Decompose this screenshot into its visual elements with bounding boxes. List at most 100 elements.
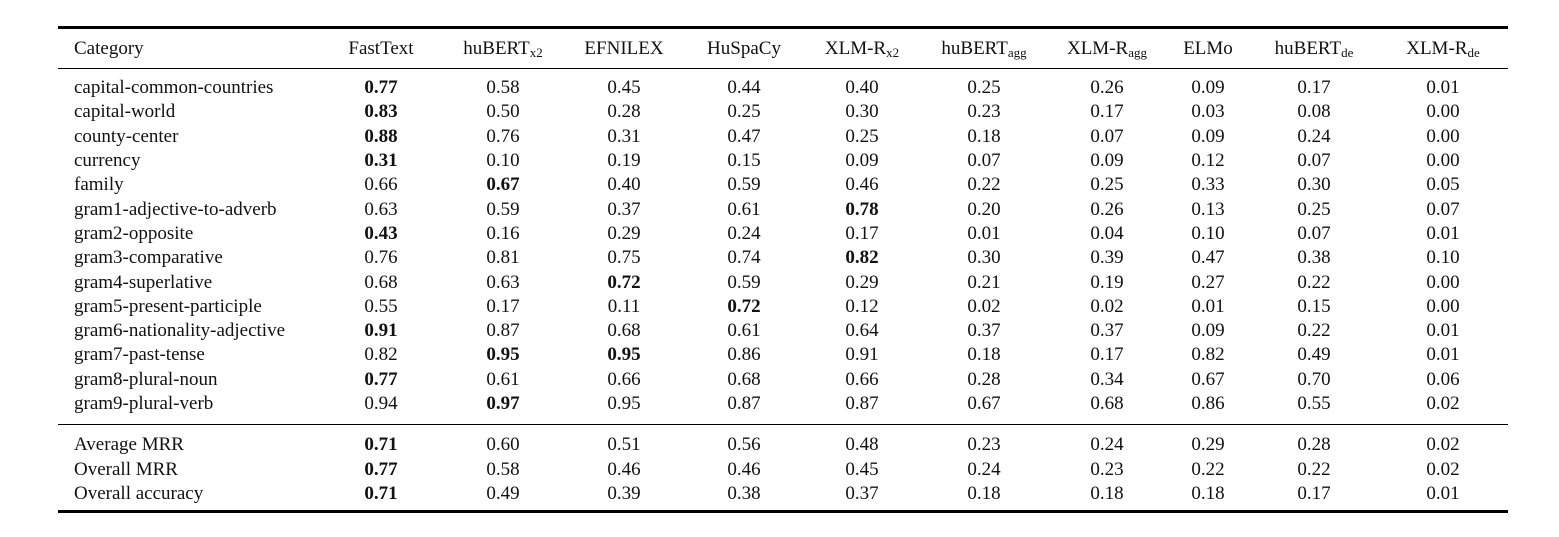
- column-header-label: XLM-R: [824, 37, 887, 59]
- category-cell: gram7-past-tense: [74, 344, 205, 366]
- value-cell: 0.86: [1191, 393, 1225, 414]
- table-row-gram7-past-tense: gram7-past-tense 0.82 0.95 0.95 0.86 0.91 0.18…: [58, 343, 1508, 367]
- column-header-subscript: x2: [886, 44, 900, 60]
- value-cell: 0.10: [486, 150, 520, 172]
- value-cell: 0.40: [845, 77, 879, 99]
- value-cell: 0.61: [486, 368, 520, 390]
- value-cell: 0.59: [486, 198, 520, 220]
- column-header-label: FastText: [348, 37, 414, 59]
- category-cell: capital-world: [74, 101, 176, 123]
- value-cell: 0.17: [1090, 344, 1124, 366]
- value-cell: 0.64: [845, 320, 879, 342]
- value-cell: 0.75: [607, 247, 641, 269]
- value-cell: 0.68: [607, 320, 641, 342]
- value-cell: 0.00: [1426, 295, 1460, 317]
- value-cell: 0.86: [727, 344, 761, 366]
- value-cell: 0.23: [1090, 458, 1124, 480]
- value-cell: 0.25: [727, 101, 761, 123]
- value-cell: 0.77: [364, 458, 398, 480]
- category-cell: gram4-superlative: [74, 271, 213, 293]
- column-header-subscript: de: [1467, 44, 1480, 60]
- table-row-capital-world: capital-world 0.83 0.50 0.28 0.25 0.30 0.23 0.1…: [58, 100, 1508, 124]
- value-cell: 0.09: [1191, 320, 1225, 342]
- results-table: Category FastText huBERTx2 EFNILEX HuSpaCy XL…: [58, 26, 1508, 513]
- column-header-subscript: de: [1341, 44, 1354, 60]
- value-cell: 0.27: [1191, 271, 1225, 293]
- value-cell: 0.59: [727, 271, 761, 293]
- value-cell: 0.95: [607, 393, 641, 414]
- value-cell: 0.47: [727, 125, 761, 147]
- value-cell: 0.61: [727, 198, 761, 220]
- value-cell: 0.74: [727, 247, 761, 269]
- value-cell: 0.20: [967, 198, 1001, 220]
- value-cell: 0.00: [1426, 150, 1460, 172]
- value-cell: 0.82: [364, 344, 398, 366]
- table-row-gram5-present-participle: gram5-present-participle 0.55 0.17 0.11 0.72…: [58, 295, 1508, 319]
- category-cell: capital-common-countries: [74, 77, 274, 99]
- value-cell: 0.01: [1426, 320, 1460, 342]
- table-row-gram8-plural-noun: gram8-plural-noun 0.77 0.61 0.66 0.68 0.66 0.2…: [58, 368, 1508, 392]
- value-cell: 0.16: [486, 222, 520, 244]
- value-cell: 0.17: [1090, 101, 1124, 123]
- value-cell: 0.19: [607, 150, 641, 172]
- value-cell: 0.82: [845, 247, 879, 269]
- value-cell: 0.12: [1191, 150, 1225, 172]
- value-cell: 0.18: [967, 125, 1001, 147]
- value-cell: 0.66: [845, 368, 879, 390]
- value-cell: 0.08: [1297, 101, 1331, 123]
- value-cell: 0.37: [967, 320, 1001, 342]
- column-header-label: huBERT: [463, 37, 530, 59]
- value-cell: 0.22: [1297, 458, 1331, 480]
- value-cell: 0.37: [607, 198, 641, 220]
- value-cell: 0.17: [1297, 77, 1331, 99]
- value-cell: 0.06: [1426, 368, 1460, 390]
- value-cell: 0.49: [486, 482, 520, 504]
- value-cell: 0.37: [1090, 320, 1124, 342]
- table-body: capital-common-countries 0.77 0.58 0.45 0.44…: [58, 69, 1508, 425]
- value-cell: 0.24: [727, 222, 761, 244]
- value-cell: 0.63: [486, 271, 520, 293]
- table-row-gram3-comparative: gram3-comparative 0.76 0.81 0.75 0.74 0.82 0.3…: [58, 246, 1508, 270]
- column-header-elmo: ELMo: [1166, 28, 1250, 69]
- value-cell: 0.25: [967, 77, 1001, 99]
- value-cell: 0.37: [845, 482, 879, 504]
- column-header-hubert-de: huBERTde: [1250, 28, 1378, 69]
- category-cell: gram3-comparative: [74, 247, 223, 269]
- value-cell: 0.29: [1191, 434, 1225, 456]
- value-cell: 0.55: [1297, 393, 1331, 414]
- table-row-gram6-nationality-adjective: gram6-nationality-adjective 0.91 0.87 0.68 0…: [58, 319, 1508, 343]
- value-cell: 0.48: [845, 434, 879, 456]
- value-cell: 0.18: [1191, 482, 1225, 504]
- value-cell: 0.66: [364, 174, 398, 196]
- value-cell: 0.38: [1297, 247, 1331, 269]
- column-header-subscript: agg: [1007, 44, 1027, 60]
- value-cell: 0.01: [1426, 77, 1460, 99]
- value-cell: 0.10: [1426, 247, 1460, 269]
- value-cell: 0.02: [1426, 434, 1460, 456]
- value-cell: 0.00: [1426, 101, 1460, 123]
- table-row-average-mrr: Average MRR 0.71 0.60 0.51 0.56 0.48 0.23 0.24 0…: [58, 425, 1508, 458]
- value-cell: 0.09: [845, 150, 879, 172]
- value-cell: 0.43: [364, 222, 398, 244]
- value-cell: 0.03: [1191, 101, 1225, 123]
- value-cell: 0.19: [1090, 271, 1124, 293]
- column-header-category: Category: [58, 28, 320, 69]
- category-cell: gram2-opposite: [74, 222, 194, 244]
- category-cell: currency: [74, 150, 141, 172]
- value-cell: 0.07: [1297, 150, 1331, 172]
- value-cell: 0.00: [1426, 271, 1460, 293]
- value-cell: 0.22: [967, 174, 1001, 196]
- value-cell: 0.97: [486, 393, 520, 414]
- value-cell: 0.63: [364, 198, 398, 220]
- value-cell: 0.04: [1090, 222, 1124, 244]
- column-header-xlm-r-agg: XLM-Ragg: [1048, 28, 1166, 69]
- value-cell: 0.22: [1297, 320, 1331, 342]
- value-cell: 0.51: [607, 434, 641, 456]
- column-header-label: HuSpaCy: [707, 37, 781, 59]
- value-cell: 0.25: [845, 125, 879, 147]
- value-cell: 0.01: [1426, 482, 1460, 504]
- value-cell: 0.67: [486, 174, 520, 196]
- value-cell: 0.17: [1297, 482, 1331, 504]
- value-cell: 0.46: [727, 458, 761, 480]
- value-cell: 0.39: [607, 482, 641, 504]
